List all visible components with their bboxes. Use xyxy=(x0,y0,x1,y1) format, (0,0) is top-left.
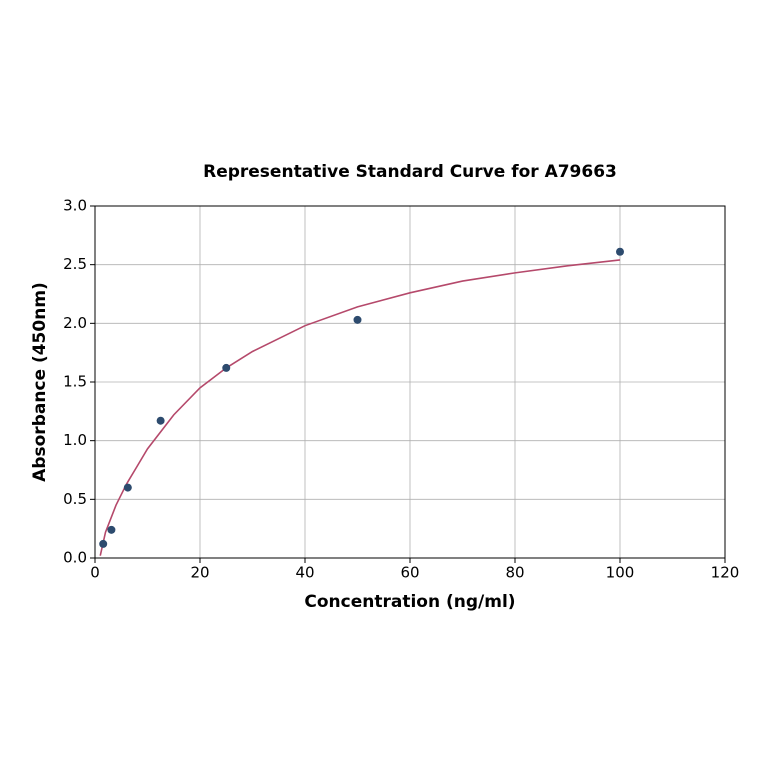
data-point xyxy=(353,315,362,324)
x-tick-label: 40 xyxy=(295,564,314,582)
data-point xyxy=(123,483,132,492)
y-axis-label: Absorbance (450nm) xyxy=(30,282,50,482)
data-point xyxy=(99,539,108,548)
x-tick-label: 100 xyxy=(606,564,635,582)
x-tick-label: 60 xyxy=(400,564,419,582)
data-point xyxy=(156,416,165,425)
x-tick-label: 80 xyxy=(505,564,524,582)
y-tick-label: 1.0 xyxy=(63,431,87,449)
y-tick-label: 0.0 xyxy=(63,549,87,567)
x-tick-label: 20 xyxy=(190,564,209,582)
data-point xyxy=(107,525,116,534)
y-tick-label: 0.5 xyxy=(63,490,87,508)
data-point xyxy=(616,247,624,256)
y-tick-label: 2.5 xyxy=(63,255,87,273)
fit-curve xyxy=(99,259,621,556)
data-point xyxy=(222,363,231,372)
y-tick-label: 3.0 xyxy=(63,197,87,215)
y-tick-label: 1.5 xyxy=(63,373,87,391)
chart-title: Representative Standard Curve for A79663 xyxy=(203,162,617,182)
x-tick-label: 0 xyxy=(90,564,100,582)
x-axis-label: Concentration (ng/ml) xyxy=(304,592,515,612)
plot-frame xyxy=(94,205,726,559)
x-tick-label: 120 xyxy=(711,564,740,582)
y-tick-label: 2.0 xyxy=(63,314,87,332)
